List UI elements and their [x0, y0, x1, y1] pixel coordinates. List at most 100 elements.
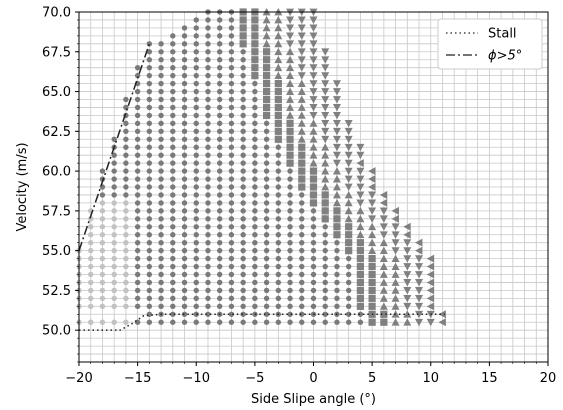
marker-circle [88, 295, 94, 302]
marker-circle [181, 144, 188, 150]
marker-triangle-down [403, 302, 412, 311]
marker-circle [170, 33, 176, 39]
marker-triangle-up [368, 246, 377, 255]
marker-triangle-up [274, 55, 283, 64]
marker-circle [158, 232, 164, 238]
marker-circle [170, 287, 176, 294]
marker-circle [146, 239, 153, 246]
x-tick-label: 0 [309, 371, 317, 386]
marker-circle [205, 239, 211, 246]
marker-circle [181, 263, 188, 270]
marker-triangle-up [286, 55, 295, 64]
marker-square [321, 207, 329, 215]
marker-triangle-down [321, 88, 330, 96]
marker-circle [228, 295, 235, 302]
marker-triangle-down [332, 104, 341, 112]
marker-circle [228, 128, 235, 135]
marker-triangle-up [297, 95, 306, 103]
marker-circle [123, 247, 129, 254]
marker-circle [99, 263, 106, 270]
marker-triangle-down [403, 247, 412, 255]
marker-square [309, 175, 318, 183]
marker-square [263, 48, 271, 56]
marker-triangle-down [379, 223, 388, 231]
marker-circle [88, 232, 94, 238]
marker-triangle-up [321, 151, 330, 159]
marker-circle [228, 303, 235, 310]
marker-circle [205, 232, 211, 238]
marker-circle [287, 303, 293, 310]
marker-circle [146, 232, 153, 238]
marker-circle [193, 49, 199, 55]
marker-circle [99, 216, 106, 222]
marker-triangle-up [379, 278, 388, 286]
marker-circle [322, 239, 328, 246]
marker-circle [228, 25, 235, 31]
marker-square [251, 40, 259, 48]
marker-triangle-up [379, 302, 388, 310]
marker-circle [146, 72, 153, 79]
marker-circle [158, 57, 164, 63]
marker-circle [181, 49, 188, 55]
marker-circle [287, 319, 293, 325]
marker-circle [263, 319, 270, 325]
marker-circle [299, 224, 305, 230]
marker-circle [205, 303, 211, 310]
marker-triangle-down [321, 96, 330, 104]
marker-circle [134, 216, 141, 222]
marker-circle [181, 216, 188, 222]
marker-circle [181, 200, 188, 206]
marker-circle [334, 247, 340, 254]
marker-square [368, 286, 376, 295]
marker-triangle-up [344, 198, 353, 207]
marker-triangle-left [415, 246, 423, 255]
marker-circle [240, 192, 246, 198]
marker-triangle-left [426, 270, 435, 279]
marker-circle [217, 255, 223, 262]
marker-circle [205, 160, 211, 166]
marker-triangle-down [344, 135, 353, 144]
marker-circle [146, 216, 153, 222]
marker-circle [205, 88, 211, 95]
marker-triangle-down [309, 16, 318, 24]
marker-square [380, 318, 388, 326]
marker-circle [240, 120, 246, 127]
marker-circle [146, 224, 153, 230]
marker-circle [134, 88, 141, 95]
marker-circle [181, 96, 188, 103]
marker-square [263, 111, 271, 120]
marker-triangle-down [309, 24, 318, 32]
marker-circle [158, 319, 164, 325]
marker-square [274, 95, 282, 104]
marker-triangle-down [356, 191, 365, 199]
marker-circle [263, 216, 270, 222]
marker-circle [181, 128, 188, 135]
marker-circle [99, 168, 106, 174]
marker-square [356, 278, 364, 287]
marker-circle [99, 224, 106, 230]
marker-triangle-up [321, 159, 330, 167]
marker-circle [228, 72, 235, 79]
marker-triangle-down [368, 199, 377, 207]
marker-circle [240, 279, 246, 286]
marker-circle [134, 295, 141, 302]
marker-circle [181, 41, 188, 47]
marker-triangle-down [321, 48, 330, 56]
marker-circle [217, 64, 223, 71]
marker-circle [181, 104, 188, 111]
marker-triangle-down [321, 127, 330, 136]
marker-square [345, 223, 353, 231]
marker-circle [240, 200, 246, 206]
marker-triangle-down [391, 247, 400, 255]
marker-circle [217, 96, 223, 103]
marker-circle [334, 295, 340, 302]
marker-circle [181, 232, 188, 238]
marker-circle [181, 311, 188, 317]
marker-circle [252, 279, 258, 286]
marker-triangle-left [426, 262, 435, 271]
marker-circle [240, 88, 246, 95]
x-tick-label: 5 [368, 371, 376, 386]
x-tick-label: −5 [245, 371, 264, 386]
marker-circle [111, 287, 117, 294]
marker-circle [111, 216, 117, 222]
